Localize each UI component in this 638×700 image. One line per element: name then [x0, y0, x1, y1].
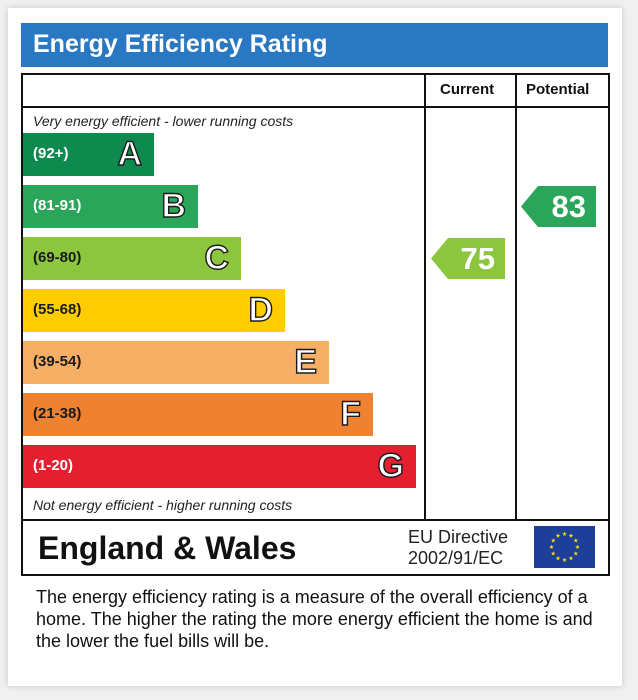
current-rating-arrow: 75: [431, 238, 505, 279]
eu-star: [575, 544, 580, 549]
note-top: Very energy efficient - lower running co…: [33, 113, 294, 129]
band-a-range: (92+): [33, 145, 69, 162]
eu-star: [555, 555, 561, 561]
eu-star: [568, 533, 574, 538]
column-divider-current: [424, 73, 426, 520]
eu-flag-icon: [534, 526, 595, 568]
band-f-range: (21-38): [33, 405, 82, 422]
chart-title: Energy Efficiency Rating: [33, 30, 328, 58]
eu-star: [549, 544, 554, 549]
potential-rating-value: 83: [551, 189, 586, 224]
title-bar: Energy Efficiency Rating: [21, 23, 608, 67]
band-d: (55-68) D: [23, 289, 285, 332]
description-text: The energy efficiency rating is a measur…: [36, 587, 593, 651]
country-label: England & Wales: [38, 530, 297, 566]
band-f-letter: F: [340, 394, 362, 433]
band-g-letter: G: [377, 446, 405, 485]
eu-star: [568, 555, 574, 561]
column-divider-potential: [515, 73, 517, 520]
band-c-range: (69-80): [33, 249, 82, 266]
band-b-letter: B: [161, 186, 187, 225]
band-c: (69-80) C: [23, 237, 241, 280]
band-d-letter: D: [248, 290, 274, 329]
band-a-letter: A: [117, 134, 143, 173]
potential-arrow-shape: [521, 186, 596, 227]
band-e-letter: E: [294, 342, 318, 381]
eu-star: [550, 551, 556, 556]
note-bottom: Not energy efficient - higher running co…: [33, 497, 293, 513]
column-header-potential: Potential: [526, 81, 590, 98]
footer-divider: [21, 519, 608, 521]
band-g: (1-20) G: [23, 445, 416, 488]
directive-line-1: EU Directive: [408, 527, 509, 547]
band-e: (39-54) E: [23, 341, 329, 384]
eu-star: [555, 533, 561, 538]
band-a: (92+) A: [23, 133, 154, 176]
eu-star: [550, 538, 556, 543]
band-f: (21-38) F: [23, 393, 373, 436]
band-c-letter: C: [204, 238, 230, 277]
header-divider: [21, 106, 608, 108]
current-arrow-shape: [431, 238, 505, 279]
band-g-range: (1-20): [33, 457, 74, 474]
eu-star: [562, 557, 567, 562]
band-b: (81-91) B: [23, 185, 198, 228]
directive-line-2: 2002/91/EC: [408, 548, 504, 568]
band-b-range: (81-91): [33, 197, 82, 214]
band-e-range: (39-54): [33, 353, 82, 370]
eu-star: [562, 531, 567, 536]
rating-frame: [21, 73, 610, 576]
band-d-range: (55-68): [33, 301, 82, 318]
eu-star: [573, 538, 579, 543]
eu-directive: EU Directive 2002/91/EC: [408, 527, 508, 569]
column-header-current: Current: [440, 81, 495, 98]
potential-rating-arrow: 83: [521, 186, 596, 227]
eu-star: [573, 551, 579, 556]
current-rating-value: 75: [460, 241, 495, 276]
